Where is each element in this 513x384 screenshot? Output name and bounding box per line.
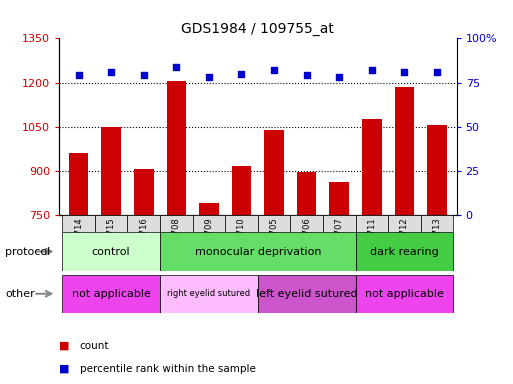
FancyBboxPatch shape bbox=[290, 215, 323, 232]
Text: GSM101716: GSM101716 bbox=[139, 217, 148, 268]
Bar bbox=[297, 172, 317, 384]
Point bbox=[270, 67, 278, 73]
FancyBboxPatch shape bbox=[95, 215, 127, 232]
Text: control: control bbox=[92, 247, 130, 257]
FancyBboxPatch shape bbox=[323, 215, 356, 232]
Text: GSM101715: GSM101715 bbox=[107, 217, 115, 268]
FancyBboxPatch shape bbox=[258, 215, 290, 232]
FancyBboxPatch shape bbox=[62, 215, 95, 232]
Point bbox=[205, 74, 213, 80]
Bar bbox=[362, 119, 382, 384]
FancyBboxPatch shape bbox=[160, 215, 192, 232]
FancyBboxPatch shape bbox=[160, 232, 356, 271]
Point bbox=[74, 73, 83, 79]
Bar bbox=[329, 182, 349, 384]
Point bbox=[303, 73, 311, 79]
FancyBboxPatch shape bbox=[356, 215, 388, 232]
Text: ■: ■ bbox=[59, 341, 69, 351]
Text: GSM101705: GSM101705 bbox=[269, 217, 279, 268]
Text: GSM101710: GSM101710 bbox=[237, 217, 246, 268]
Text: count: count bbox=[80, 341, 109, 351]
Point bbox=[140, 73, 148, 79]
Text: GSM101708: GSM101708 bbox=[172, 217, 181, 268]
Text: monocular deprivation: monocular deprivation bbox=[194, 247, 321, 257]
Text: GSM101709: GSM101709 bbox=[204, 217, 213, 268]
Text: not applicable: not applicable bbox=[365, 289, 444, 299]
Text: GSM101706: GSM101706 bbox=[302, 217, 311, 268]
Bar bbox=[102, 127, 121, 384]
Point bbox=[400, 69, 408, 75]
Text: protocol: protocol bbox=[5, 247, 50, 257]
Text: GSM101711: GSM101711 bbox=[367, 217, 377, 268]
FancyBboxPatch shape bbox=[62, 275, 160, 313]
FancyBboxPatch shape bbox=[62, 232, 160, 271]
Point bbox=[172, 64, 181, 70]
FancyBboxPatch shape bbox=[258, 275, 356, 313]
Text: GSM101714: GSM101714 bbox=[74, 217, 83, 268]
Bar bbox=[69, 153, 88, 384]
Text: percentile rank within the sample: percentile rank within the sample bbox=[80, 364, 255, 374]
FancyBboxPatch shape bbox=[160, 275, 258, 313]
Bar bbox=[232, 167, 251, 384]
FancyBboxPatch shape bbox=[192, 215, 225, 232]
FancyBboxPatch shape bbox=[356, 232, 453, 271]
Point bbox=[238, 71, 246, 77]
Text: left eyelid sutured: left eyelid sutured bbox=[256, 289, 358, 299]
Text: GSM101712: GSM101712 bbox=[400, 217, 409, 268]
Bar bbox=[167, 81, 186, 384]
Text: other: other bbox=[5, 289, 35, 299]
Text: not applicable: not applicable bbox=[72, 289, 151, 299]
Text: ■: ■ bbox=[59, 364, 69, 374]
FancyBboxPatch shape bbox=[127, 215, 160, 232]
Text: right eyelid sutured: right eyelid sutured bbox=[167, 289, 250, 298]
Point bbox=[368, 67, 376, 73]
Bar bbox=[199, 203, 219, 384]
Title: GDS1984 / 109755_at: GDS1984 / 109755_at bbox=[181, 22, 334, 36]
Bar bbox=[134, 169, 153, 384]
Bar bbox=[394, 87, 414, 384]
FancyBboxPatch shape bbox=[421, 215, 453, 232]
Text: GSM101713: GSM101713 bbox=[432, 217, 442, 268]
Point bbox=[433, 69, 441, 75]
FancyBboxPatch shape bbox=[388, 215, 421, 232]
Text: GSM101707: GSM101707 bbox=[335, 217, 344, 268]
Point bbox=[335, 74, 343, 80]
Point bbox=[107, 69, 115, 75]
FancyBboxPatch shape bbox=[225, 215, 258, 232]
Bar bbox=[427, 125, 447, 384]
FancyBboxPatch shape bbox=[356, 275, 453, 313]
Text: dark rearing: dark rearing bbox=[370, 247, 439, 257]
Bar bbox=[264, 130, 284, 384]
